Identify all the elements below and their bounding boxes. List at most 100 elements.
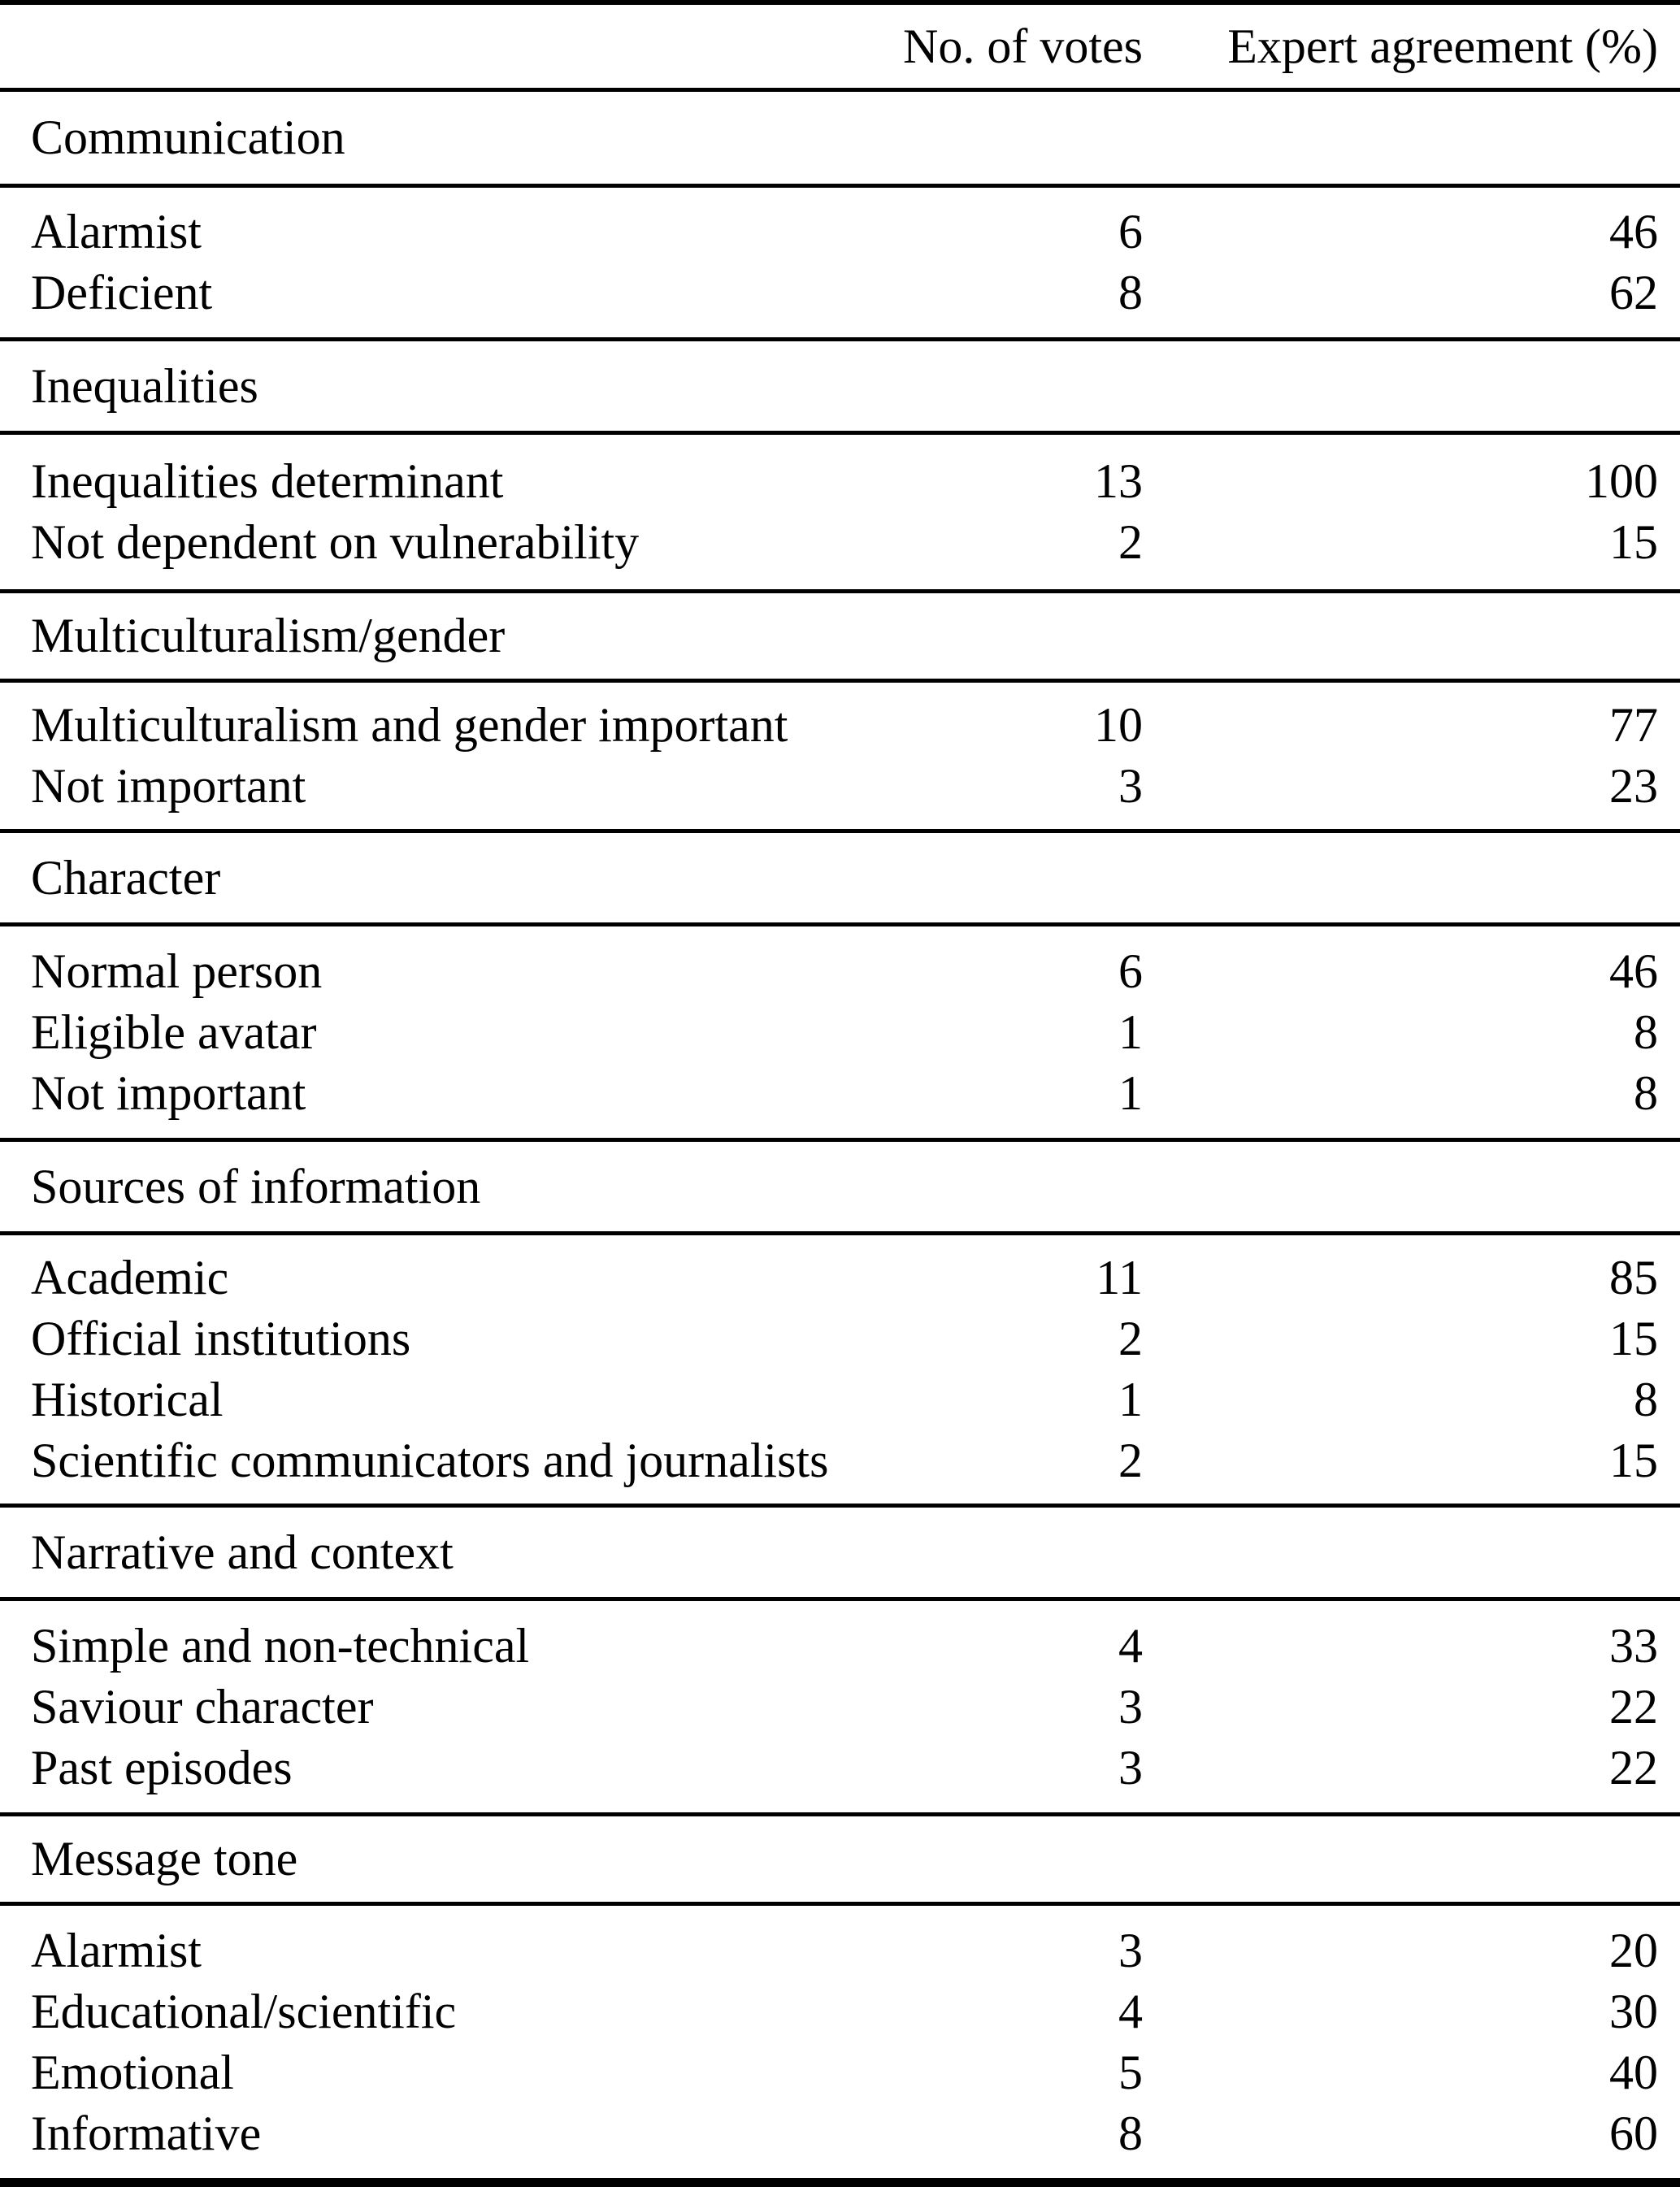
row-agreement: 23 [1609, 759, 1658, 813]
section-title: Sources of information [31, 1159, 481, 1213]
row-votes: 1 [1118, 1373, 1143, 1426]
table-row: Inequalities determinant 13 100 [0, 451, 1680, 512]
row-label: Normal person [31, 944, 323, 998]
row-votes: 4 [1118, 1984, 1143, 2038]
row-agreement: 15 [1609, 515, 1658, 569]
table-row: Alarmist 6 46 [0, 202, 1680, 263]
section-rows-inequalities: Inequalities determinant 13 100 Not depe… [0, 435, 1680, 593]
table-row: Alarmist 3 20 [0, 1920, 1680, 1981]
table-header: No. of votes Expert agreement (%) [0, 5, 1680, 92]
section-rows-message-tone: Alarmist 3 20 Educational/scientific 4 3… [0, 1906, 1680, 2178]
row-votes: 3 [1118, 1923, 1143, 1977]
row-agreement: 30 [1609, 1984, 1658, 2038]
section-title: Narrative and context [31, 1525, 454, 1579]
table-row: Emotional 5 40 [0, 2042, 1680, 2103]
section-title: Multiculturalism/gender [31, 609, 506, 662]
row-agreement: 8 [1634, 1005, 1658, 1059]
section-row-inequalities: Inequalities [0, 341, 1680, 435]
col-header-votes: No. of votes [903, 19, 1143, 73]
section-title: Message tone [31, 1832, 298, 1885]
table-row: Simple and non-technical 4 33 [0, 1616, 1680, 1677]
row-agreement: 33 [1609, 1618, 1658, 1673]
table-row: Not important 1 8 [0, 1063, 1680, 1124]
section-rows-multiculturalism-gender: Multiculturalism and gender important 10… [0, 683, 1680, 833]
row-votes: 5 [1118, 2045, 1143, 2099]
row-votes: 11 [1096, 1251, 1143, 1304]
table-row: Educational/scientific 4 30 [0, 1981, 1680, 2042]
section-row-narrative-and-context: Narrative and context [0, 1508, 1680, 1601]
row-votes: 10 [1094, 698, 1143, 752]
row-label: Alarmist [31, 1923, 202, 1977]
row-votes: 3 [1118, 1740, 1143, 1794]
table-row: Not important 3 23 [0, 756, 1680, 817]
table-row: Saviour character 3 22 [0, 1677, 1680, 1738]
row-votes: 3 [1118, 1679, 1143, 1734]
row-label: Emotional [31, 2045, 234, 2099]
row-agreement: 62 [1609, 266, 1658, 319]
row-label: Not important [31, 1065, 306, 1120]
row-votes: 2 [1118, 1312, 1143, 1365]
row-agreement: 46 [1609, 205, 1658, 258]
row-label: Saviour character [31, 1679, 374, 1734]
section-row-message-tone: Message tone [0, 1816, 1680, 1906]
row-label: Eligible avatar [31, 1005, 317, 1059]
table-row: Past episodes 3 22 [0, 1738, 1680, 1799]
table-row: Multiculturalism and gender important 10… [0, 695, 1680, 756]
section-row-character: Character [0, 833, 1680, 926]
table-row: Official institutions 2 15 [0, 1308, 1680, 1369]
section-rows-narrative-and-context: Simple and non-technical 4 33 Saviour ch… [0, 1601, 1680, 1816]
row-votes: 8 [1118, 266, 1143, 319]
row-votes: 2 [1118, 515, 1143, 569]
row-votes: 4 [1118, 1618, 1143, 1673]
row-votes: 1 [1118, 1065, 1143, 1120]
row-votes: 8 [1118, 2106, 1143, 2160]
section-rows-character: Normal person 6 46 Eligible avatar 1 8 N… [0, 926, 1680, 1142]
row-votes: 3 [1118, 759, 1143, 813]
section-row-multiculturalism-gender: Multiculturalism/gender [0, 593, 1680, 683]
row-agreement: 22 [1609, 1740, 1658, 1794]
table-row: Academic 11 85 [0, 1248, 1680, 1308]
row-votes: 2 [1118, 1434, 1143, 1487]
row-agreement: 60 [1609, 2106, 1658, 2160]
row-agreement: 85 [1609, 1251, 1658, 1304]
row-label: Simple and non-technical [31, 1618, 530, 1673]
row-agreement: 15 [1609, 1312, 1658, 1365]
table-row: Historical 1 8 [0, 1369, 1680, 1430]
row-votes: 6 [1118, 944, 1143, 998]
row-agreement: 15 [1609, 1434, 1658, 1487]
row-agreement: 22 [1609, 1679, 1658, 1734]
table-header-row: No. of votes Expert agreement (%) [0, 16, 1680, 77]
row-votes: 13 [1094, 454, 1143, 508]
row-agreement: 100 [1585, 454, 1658, 508]
row-label: Alarmist [31, 205, 202, 258]
row-label: Not important [31, 759, 306, 813]
row-agreement: 46 [1609, 944, 1658, 998]
row-label: Multiculturalism and gender important [31, 698, 788, 752]
section-row-sources-of-information: Sources of information [0, 1142, 1680, 1235]
row-label: Informative [31, 2106, 262, 2160]
section-rows-communication: Alarmist 6 46 Deficient 8 62 [0, 188, 1680, 341]
row-label: Official institutions [31, 1312, 411, 1365]
table-row: Normal person 6 46 [0, 941, 1680, 1002]
row-votes: 6 [1118, 205, 1143, 258]
table-row: Eligible avatar 1 8 [0, 1002, 1680, 1063]
table-row: Informative 8 60 [0, 2103, 1680, 2164]
row-votes: 1 [1118, 1005, 1143, 1059]
row-label: Scientific communicators and journalists [31, 1434, 829, 1487]
row-label: Inequalities determinant [31, 454, 504, 508]
table-row: Not dependent on vulnerability 2 15 [0, 512, 1680, 573]
row-label: Academic [31, 1251, 229, 1304]
row-label: Not dependent on vulnerability [31, 515, 640, 569]
table-row: Scientific communicators and journalists… [0, 1430, 1680, 1491]
row-agreement: 40 [1609, 2045, 1658, 2099]
section-title: Communication [31, 111, 345, 164]
row-agreement: 8 [1634, 1373, 1658, 1426]
section-row-communication: Communication [0, 92, 1680, 188]
section-title: Inequalities [31, 358, 258, 413]
table-row: Deficient 8 62 [0, 263, 1680, 323]
section-title: Character [31, 850, 221, 905]
row-label: Deficient [31, 266, 213, 319]
row-label: Past episodes [31, 1740, 293, 1794]
row-agreement: 20 [1609, 1923, 1658, 1977]
